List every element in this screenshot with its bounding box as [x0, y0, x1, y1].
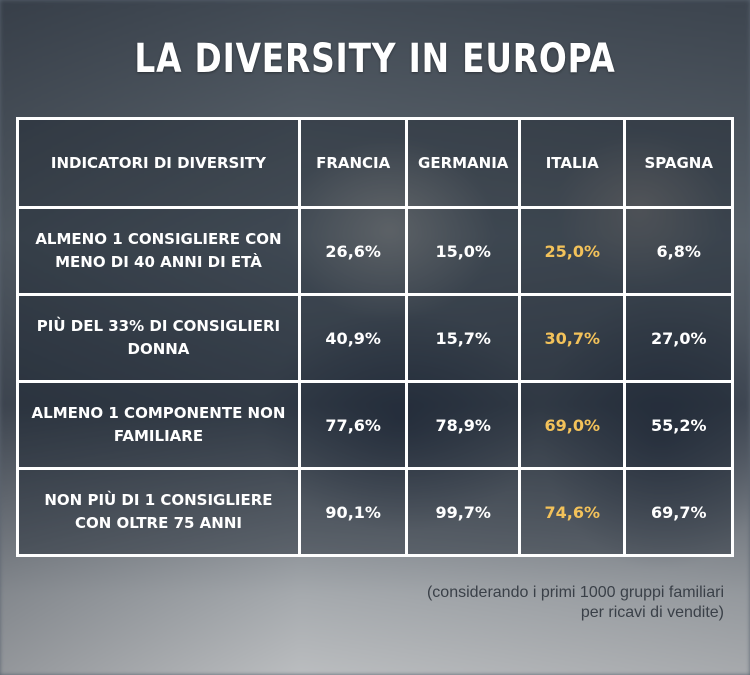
footnote: (considerando i primi 1000 gruppi famili…: [427, 583, 724, 623]
table-cell: 55,2%: [623, 380, 734, 470]
table-cell-highlight: 69,0%: [517, 380, 627, 470]
column-header: GERMANIA: [405, 117, 521, 209]
table-cell-highlight: 25,0%: [517, 206, 627, 296]
row-label: ALMENO 1 COMPONENTE NON FAMILIARE: [16, 380, 301, 470]
table-cell: 27,0%: [623, 293, 734, 383]
footnote-line: (considerando i primi 1000 gruppi famili…: [426, 584, 724, 601]
row-label: NON PIÙ DI 1 CONSIGLIERE CON OLTRE 75 AN…: [16, 467, 301, 557]
column-header: INDICATORI DI DIVERSITY: [16, 117, 301, 209]
table-cell-highlight: 30,7%: [517, 293, 627, 383]
table-cell: 40,9%: [297, 293, 409, 383]
diversity-table: INDICATORI DI DIVERSITY FRANCIA GERMANIA…: [16, 117, 734, 557]
table-cell: 15,0%: [405, 206, 521, 296]
table-header-row: INDICATORI DI DIVERSITY FRANCIA GERMANIA…: [16, 117, 734, 209]
table-cell: 77,6%: [297, 380, 409, 470]
row-label: PIÙ DEL 33% DI CONSIGLIERI DONNA: [16, 293, 301, 383]
table-cell: 26,6%: [297, 206, 409, 296]
table-cell: 69,7%: [623, 467, 734, 557]
table-row: ALMENO 1 COMPONENTE NON FAMILIARE 77,6% …: [16, 380, 734, 470]
table-cell: 15,7%: [405, 293, 521, 383]
footnote-line: per ricavi di vendite): [580, 604, 724, 621]
table-row: PIÙ DEL 33% DI CONSIGLIERI DONNA 40,9% 1…: [16, 293, 734, 383]
column-header: SPAGNA: [623, 117, 734, 209]
column-header: FRANCIA: [297, 117, 409, 209]
table-cell-highlight: 74,6%: [517, 467, 627, 557]
row-label: ALMENO 1 CONSIGLIERE CON MENO DI 40 ANNI…: [16, 206, 301, 296]
table-cell: 6,8%: [623, 206, 734, 296]
page-title: LA DIVERSITY IN EUROPA: [134, 36, 616, 82]
column-header: ITALIA: [517, 117, 627, 209]
table-cell: 99,7%: [405, 467, 521, 557]
table-row: ALMENO 1 CONSIGLIERE CON MENO DI 40 ANNI…: [16, 206, 734, 296]
table-cell: 90,1%: [297, 467, 409, 557]
table-cell: 78,9%: [405, 380, 521, 470]
table-row: NON PIÙ DI 1 CONSIGLIERE CON OLTRE 75 AN…: [16, 467, 734, 557]
